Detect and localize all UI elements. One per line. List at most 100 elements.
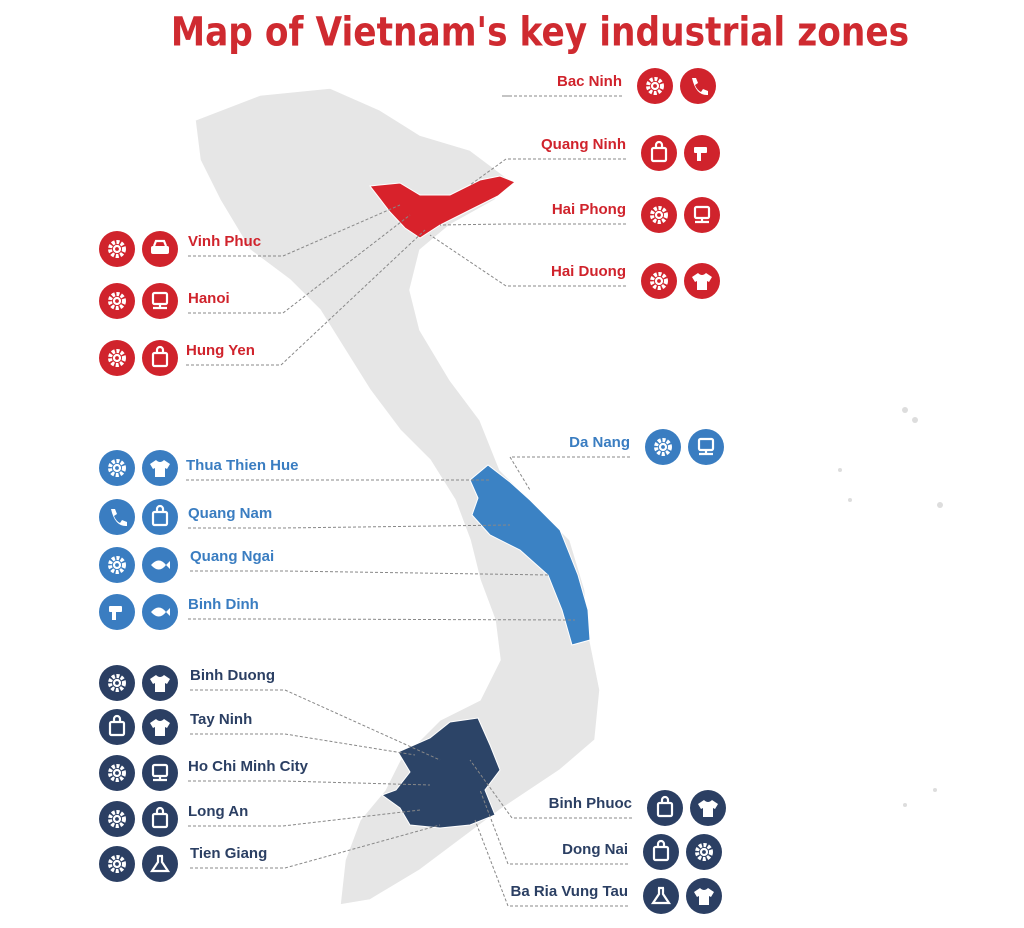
icon [99, 283, 135, 319]
leader-line [469, 759, 632, 819]
icon [99, 846, 135, 882]
icon-glyph [108, 556, 126, 574]
icon [643, 878, 679, 914]
zone: Binh Phuoc [469, 759, 726, 826]
leader-line [188, 809, 421, 827]
icon [99, 709, 135, 745]
icon-glyph [108, 810, 126, 828]
icon [637, 68, 673, 104]
icon [680, 68, 716, 104]
icon [99, 450, 135, 486]
south-region [380, 717, 501, 829]
zone-label: Bac Ninh [557, 73, 622, 90]
icon-glyph [112, 768, 122, 778]
zone: Hai Phong [439, 197, 720, 233]
zone: Hanoi [99, 214, 411, 319]
icon-glyph [151, 246, 169, 254]
icon-glyph [150, 460, 170, 477]
leader-line [479, 789, 628, 865]
icon-glyph [108, 855, 126, 873]
icon-glyph [692, 273, 712, 290]
icon-glyph [108, 764, 126, 782]
zone: Long An [99, 801, 421, 837]
zone: Binh Dinh [99, 594, 576, 630]
icon [142, 283, 178, 319]
leader-line [469, 158, 626, 186]
icon [684, 197, 720, 233]
icon [142, 801, 178, 837]
title: Map of Vietnam's key industrial zones [171, 8, 909, 55]
zone-label: Quang Ngai [190, 548, 274, 565]
icon [142, 340, 178, 376]
icon-glyph [112, 244, 122, 254]
leader-line [188, 524, 511, 529]
leader-line [439, 223, 626, 226]
icon-glyph [111, 509, 127, 527]
icon-glyph [112, 612, 116, 620]
icon-glyph [152, 239, 168, 247]
icon-glyph [654, 276, 664, 286]
icon-glyph [650, 206, 668, 224]
icon-glyph [699, 450, 713, 456]
icon [641, 263, 677, 299]
icon-glyph [108, 292, 126, 310]
zone-label: Long An [188, 803, 248, 820]
icon-glyph [151, 351, 169, 368]
icon-glyph [151, 607, 170, 617]
zone: Thua Thien Hue [99, 450, 490, 486]
icon-glyph [112, 678, 122, 688]
icon-glyph [650, 146, 668, 163]
icon-glyph [112, 714, 122, 722]
icon-glyph [112, 296, 122, 306]
icon [99, 801, 135, 837]
icon [142, 755, 178, 791]
icon-glyph [650, 886, 672, 905]
icon-glyph [112, 463, 122, 473]
icon-glyph [153, 304, 167, 310]
leader-line [188, 204, 401, 257]
icon-glyph [108, 349, 126, 367]
icon-glyph [694, 147, 707, 153]
zone-label: Da Nang [569, 434, 630, 451]
zone-label: Quang Nam [188, 505, 272, 522]
central-region [469, 464, 591, 646]
zone-label: Hai Duong [551, 263, 626, 280]
leader-line [429, 234, 626, 287]
icon-glyph [112, 353, 122, 363]
icon-glyph [149, 854, 171, 873]
leader-line [190, 733, 416, 756]
leader-line [188, 780, 431, 786]
leader-line [474, 819, 628, 907]
zone-label: Hanoi [188, 290, 230, 307]
zone: Hung Yen [99, 229, 426, 376]
icon [647, 790, 683, 826]
icon-glyph [654, 438, 672, 456]
zone-label: Dong Nai [562, 841, 628, 858]
icon-glyph [151, 812, 169, 829]
icon [142, 499, 178, 535]
icon-glyph [656, 801, 674, 818]
zone-label: Binh Phuoc [549, 795, 632, 812]
icon [99, 547, 135, 583]
icon-glyph [112, 560, 122, 570]
zone: Vinh Phuc [99, 204, 401, 267]
zone: Quang Nam [99, 499, 511, 535]
icon-glyph [150, 675, 170, 692]
leader-line [509, 456, 630, 491]
icon-glyph [650, 81, 660, 91]
zone: Tien Giang [99, 824, 441, 882]
icon-glyph [108, 240, 126, 258]
zone: Hai Duong [429, 234, 720, 299]
leader-line [190, 824, 441, 869]
islands [838, 407, 943, 807]
icon-glyph [656, 839, 666, 847]
icon [99, 665, 135, 701]
icon [142, 846, 178, 882]
icon-glyph [652, 845, 670, 862]
icon-glyph [698, 800, 718, 817]
zone: Bac Ninh [502, 68, 716, 104]
icon-glyph [695, 843, 713, 861]
icon-glyph [153, 776, 167, 782]
icon-glyph [654, 210, 664, 220]
zone: Dong Nai [479, 789, 722, 870]
